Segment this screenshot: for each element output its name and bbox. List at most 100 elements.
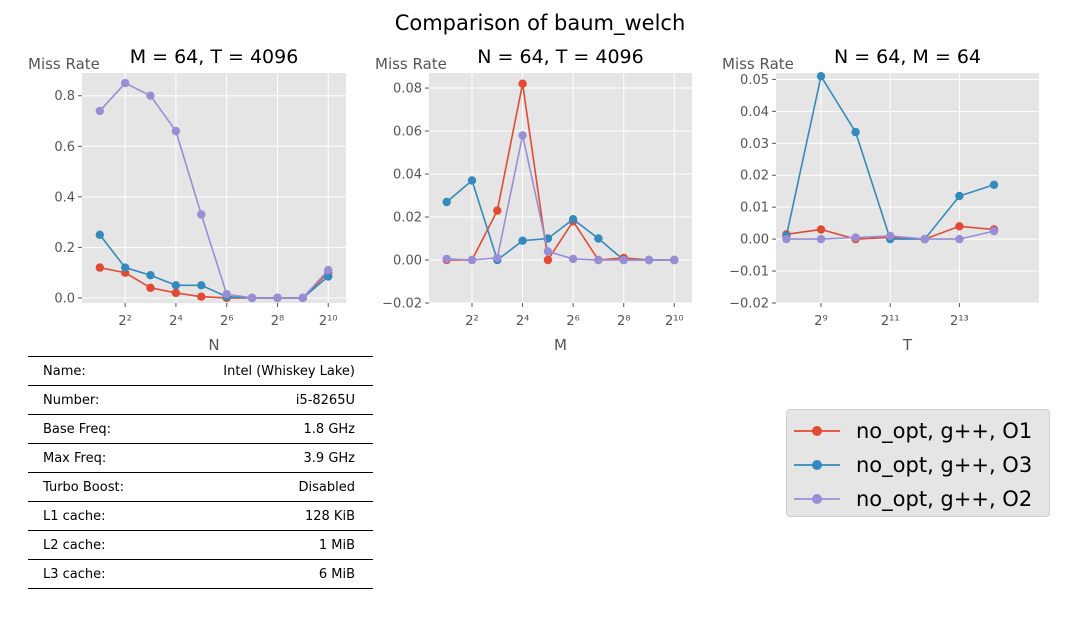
data-point	[568, 254, 578, 264]
legend-swatch	[794, 494, 840, 504]
chart-title: N = 64, T = 4096	[477, 46, 643, 68]
data-point	[247, 293, 257, 303]
spec-row: L2 cache: 1 MiB	[28, 530, 373, 560]
spec-label: Base Freq:	[28, 414, 170, 444]
legend-item: no_opt, g++, O1	[787, 414, 1049, 448]
legend-swatch	[794, 460, 840, 470]
data-point	[493, 206, 502, 215]
x-tick-label: 2²	[465, 314, 478, 329]
data-point	[324, 272, 333, 281]
data-point	[594, 255, 603, 265]
y-tick-label: 0.4	[54, 190, 75, 205]
data-point	[816, 72, 826, 81]
y-tick-label: 0.00	[393, 254, 422, 269]
y-tick-label: 0.04	[393, 168, 422, 183]
x-tick-label: 2⁴	[169, 314, 182, 329]
spec-value: 3.9 GHz	[169, 443, 373, 473]
y-tick-label: −0.02	[382, 297, 422, 312]
x-axis-label: N	[208, 336, 219, 354]
legend-label: no_opt, g++, O3	[856, 453, 1033, 477]
data-point	[851, 233, 860, 242]
data-point	[594, 234, 603, 243]
chart-2: −0.02 0.00 0.02 0.04 0.06 0.08 2² 2⁴ 2⁶ 2⁸ 2¹⁰ N = …	[375, 46, 692, 354]
data-point	[197, 292, 206, 301]
legend-swatch	[794, 426, 840, 436]
y-tick-label: 0.05	[740, 73, 769, 88]
data-point	[197, 210, 206, 219]
series-line	[446, 135, 675, 261]
spec-row: Max Freq: 3.9 GHz	[28, 443, 373, 473]
data-point	[493, 253, 502, 263]
x-tick-label: 2⁸	[271, 314, 284, 329]
chart-title: N = 64, M = 64	[834, 46, 981, 68]
y-tick-label: 0.06	[393, 125, 422, 140]
x-tick-label: 2⁹	[814, 314, 827, 329]
data-point	[95, 263, 105, 272]
x-tick-label: 2⁶	[220, 314, 233, 329]
legend: no_opt, g++, O1 no_opt, g++, O3 no_opt, g+…	[786, 409, 1050, 517]
spec-row: Number: i5-8265U	[28, 385, 373, 415]
data-point	[146, 283, 155, 292]
data-point	[543, 247, 553, 256]
spec-label: L1 cache:	[28, 501, 170, 531]
data-point	[568, 215, 578, 224]
y-tick-label: 0.08	[393, 82, 422, 97]
data-point	[467, 255, 477, 265]
x-tick-label: 2⁶	[566, 314, 579, 329]
data-point	[171, 281, 181, 290]
data-point	[955, 234, 964, 244]
data-point	[197, 281, 206, 290]
data-point	[467, 176, 477, 185]
y-tick-label: 0.02	[740, 169, 769, 184]
spec-value: i5-8265U	[169, 385, 373, 415]
data-point	[518, 236, 527, 245]
x-tick-label: 2¹⁰	[665, 314, 684, 329]
data-point	[543, 255, 553, 265]
series-no-opt-g-o2	[95, 78, 333, 303]
data-point	[816, 225, 826, 234]
data-point	[273, 293, 282, 303]
data-point	[442, 197, 451, 207]
spec-value: 1 MiB	[169, 530, 373, 560]
y-tick-label: 0.04	[740, 105, 769, 120]
series-no-opt-g-o2	[782, 226, 999, 244]
legend-item: no_opt, g++, O3	[787, 448, 1049, 482]
y-axis-label: Miss Rate	[375, 55, 447, 73]
chart-3: −0.02 −0.01 0.00 0.01 0.02 0.03 0.04 0.05 2⁹ 2¹¹ 2…	[722, 46, 1039, 354]
series-no-opt-g-o2	[442, 131, 679, 265]
y-axis-label: Miss Rate	[722, 55, 794, 73]
spec-value: 6 MiB	[169, 559, 373, 589]
spec-row: Name: Intel (Whiskey Lake)	[28, 356, 373, 386]
plot-area	[429, 73, 692, 303]
data-point	[171, 126, 181, 136]
spec-label: Max Freq:	[28, 443, 170, 473]
spec-value: Intel (Whiskey Lake)	[169, 356, 373, 386]
data-point	[920, 234, 929, 244]
legend-item: no_opt, g++, O2	[787, 482, 1049, 516]
figure-title: Comparison of baum_welch	[395, 11, 686, 36]
chart-1: 0.0 0.2 0.4 0.6 0.8 2² 2⁴ 2⁶ 2⁸ 2¹⁰ M = 64, T = 40…	[28, 46, 346, 354]
legend-label: no_opt, g++, O1	[856, 419, 1033, 443]
spec-label: Turbo Boost:	[28, 472, 170, 502]
data-point	[816, 234, 826, 244]
data-point	[989, 180, 999, 189]
data-point	[989, 226, 999, 236]
spec-value: Disabled	[169, 472, 373, 502]
data-point	[171, 288, 181, 298]
spec-label: Name:	[28, 356, 170, 386]
data-point	[146, 271, 155, 280]
series-line	[99, 82, 329, 299]
legend-label: no_opt, g++, O2	[856, 487, 1033, 511]
x-tick-label: 2¹¹	[881, 314, 900, 329]
data-point	[146, 91, 155, 100]
data-point	[644, 255, 654, 265]
y-tick-label: 0.8	[54, 89, 75, 104]
data-point	[298, 293, 307, 303]
y-tick-label: −0.02	[729, 297, 769, 312]
spec-label: L2 cache:	[28, 530, 170, 560]
y-tick-label: 0.0	[54, 291, 75, 306]
spec-label: Number:	[28, 385, 170, 415]
data-point	[518, 79, 527, 88]
x-tick-label: 2⁴	[516, 314, 529, 329]
y-tick-label: 0.6	[54, 140, 75, 155]
